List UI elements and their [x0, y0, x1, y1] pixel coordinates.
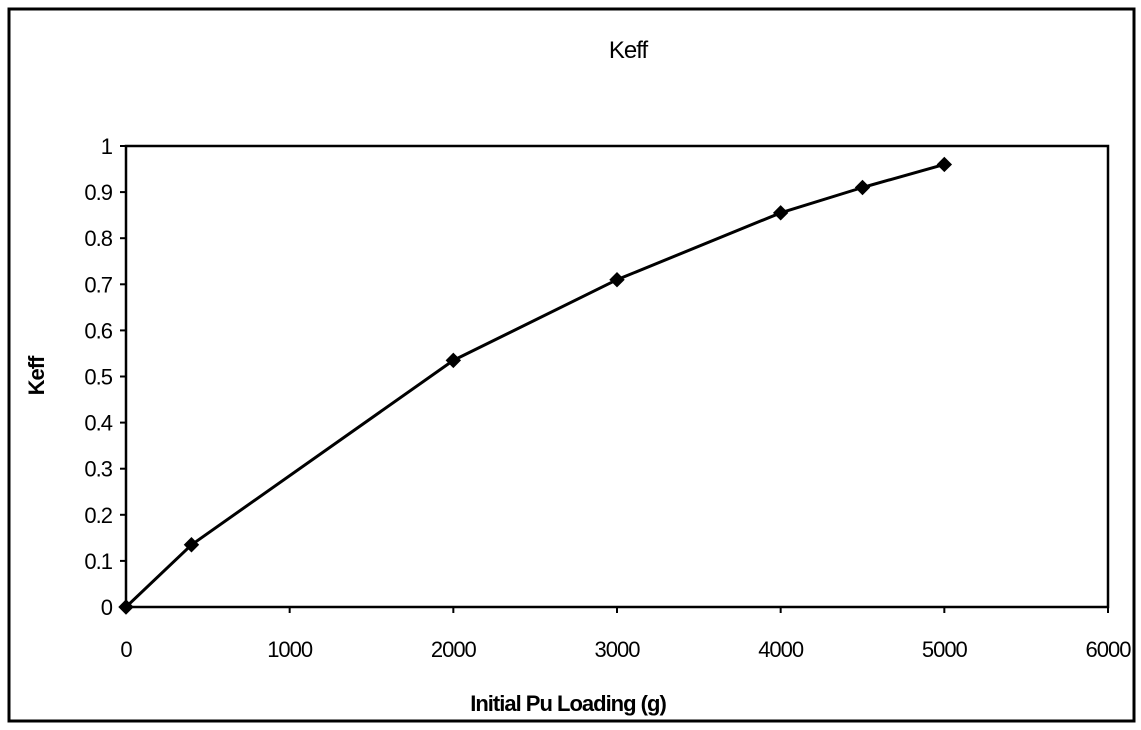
data-point-marker [118, 599, 134, 615]
data-point-marker [183, 537, 200, 553]
y-tick-label: 1 [101, 134, 113, 159]
y-axis: 0 0.1 0.2 0.3 0.4 0.5 0.6 0.7 0.8 0.9 1 [84, 134, 126, 620]
x-tick-label: 4000 [758, 637, 804, 662]
x-axis: 0 1000 2000 3000 4000 5000 6000 [120, 607, 1132, 662]
y-tick-label: 0.8 [84, 226, 112, 251]
y-tick-label: 0.6 [84, 318, 112, 343]
x-axis-title: Initial Pu Loading (g) [470, 691, 666, 716]
data-point-marker [772, 205, 789, 221]
chart-title: Keff [609, 37, 649, 64]
y-tick-label: 0.7 [84, 272, 112, 297]
data-point-marker [936, 156, 953, 173]
x-tick-label: 0 [120, 637, 132, 662]
y-tick-label: 0.5 [84, 365, 112, 390]
series-markers [118, 156, 953, 615]
x-tick-label: 5000 [922, 637, 968, 662]
y-tick-label: 0.4 [84, 411, 112, 436]
y-tick-label: 0.3 [84, 457, 112, 482]
y-tick-label: 0.2 [84, 503, 112, 528]
x-tick-label: 1000 [267, 637, 313, 662]
chart-border [7, 7, 1136, 723]
y-axis-title: Keff [24, 355, 49, 395]
data-point-marker [854, 179, 871, 196]
x-tick-label: 6000 [1086, 637, 1132, 662]
y-tick-label: 0.9 [84, 180, 112, 205]
x-tick-label: 2000 [431, 637, 477, 662]
data-point-marker [445, 352, 462, 369]
data-point-marker [609, 271, 625, 288]
y-tick-label: 0 [101, 595, 113, 620]
y-tick-label: 0.1 [84, 549, 112, 574]
x-tick-label: 3000 [595, 637, 641, 662]
